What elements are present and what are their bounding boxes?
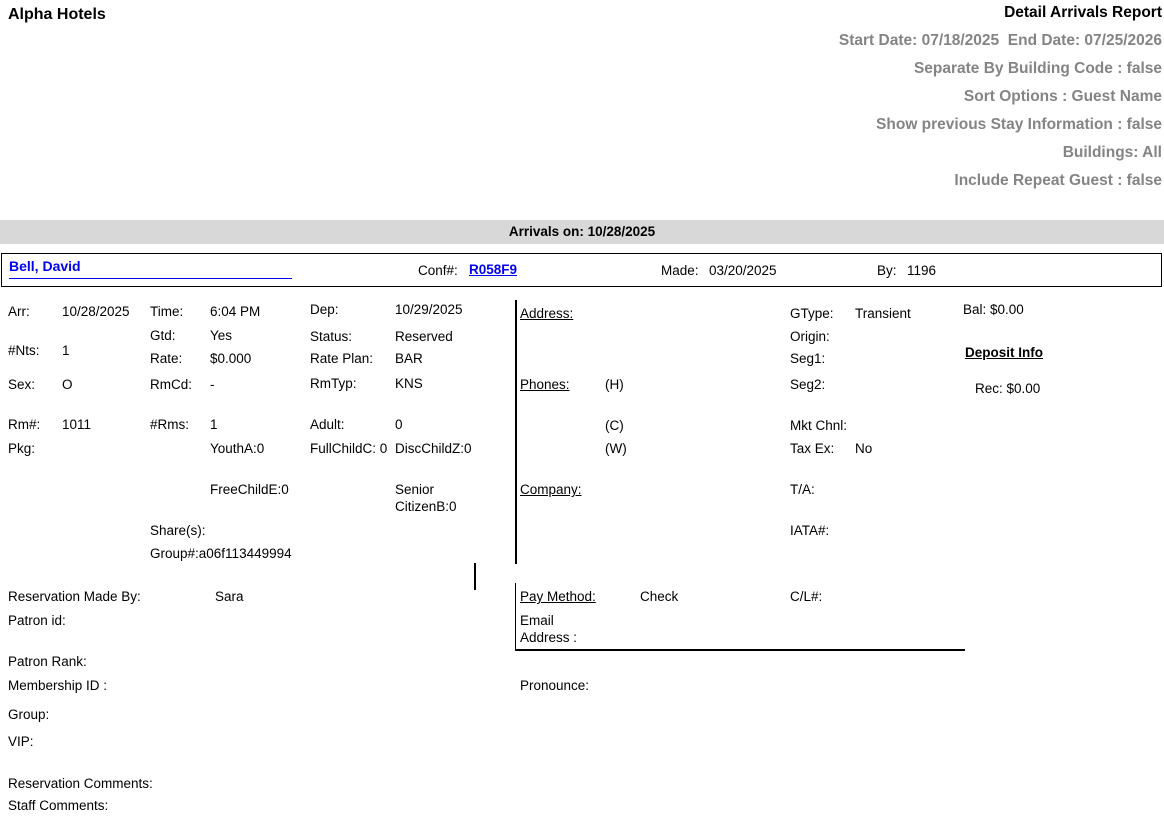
status-label: Status: (310, 329, 353, 344)
tax-ex-value: No (855, 441, 873, 456)
email-address-label: Email Address : (520, 613, 578, 645)
ta-label: T/A: (790, 482, 815, 497)
rmtyp-value: KNS (395, 376, 423, 391)
by-value: 1196 (907, 263, 937, 278)
arrivals-date-band: Arrivals on: 10/28/2025 (0, 220, 1164, 244)
rmtyp-label: RmTyp: (310, 376, 357, 391)
rate-value: $0.000 (210, 351, 252, 366)
balance-line: Bal: $0.00 (963, 301, 1024, 318)
mkt-chnl-label: Mkt Chnl: (790, 418, 848, 433)
guest-header-row: Bell, David Conf#: R058F9 Made: 03/20/20… (1, 253, 1162, 287)
hotel-name: Alpha Hotels (8, 6, 106, 23)
free-child-count: FreeChildE:0 (210, 482, 289, 497)
pronounce-label: Pronounce: (520, 678, 590, 693)
rooms-label: #Rms: (150, 417, 190, 432)
rate-plan-value: BAR (395, 351, 423, 366)
param-buildings: Buildings: All (1062, 144, 1162, 161)
param-date-range: Start Date: 07/18/2025 End Date: 07/25/2… (838, 32, 1162, 49)
sex-label: Sex: (8, 377, 36, 392)
room-number-value: 1011 (62, 417, 92, 432)
shares-label: Share(s): (150, 523, 206, 538)
dep-value: 10/29/2025 (395, 302, 463, 317)
guest-name-link[interactable]: Bell, David (9, 258, 292, 279)
report-title: Detail Arrivals Report (1004, 4, 1162, 21)
group-number: Group#:a06f113449994 (150, 546, 292, 561)
conf-number-link[interactable]: R058F9 (469, 262, 518, 277)
address-label: Address: (520, 306, 574, 321)
group-label: Group: (8, 707, 50, 722)
param-sort-options: Sort Options : Guest Name (963, 88, 1162, 105)
phone-cell-label: (C) (605, 418, 624, 433)
membership-id-label: Membership ID : (8, 678, 108, 693)
nights-value: 1 (62, 343, 70, 358)
tax-ex-label: Tax Ex: (790, 441, 835, 456)
phone-home-label: (H) (605, 377, 624, 392)
param-show-previous-stay: Show previous Stay Information : false (876, 116, 1162, 133)
seg1-label: Seg1: (790, 351, 826, 366)
iata-label: IATA#: (790, 523, 830, 538)
rmcd-label: RmCd: (150, 377, 193, 392)
balance-value: $0.00 (990, 302, 1024, 317)
phones-label: Phones: (520, 377, 570, 392)
gtype-value: Transient (855, 306, 911, 321)
param-separate-by-building: Separate By Building Code : false (913, 60, 1162, 77)
seg2-label: Seg2: (790, 377, 826, 392)
made-label: Made: (661, 263, 699, 278)
sex-value: O (62, 377, 73, 392)
gtd-label: Gtd: (150, 328, 176, 343)
report-parameters: Start Date: 07/18/2025 End Date: 07/25/2… (839, 27, 1162, 195)
phone-work-label: (W) (605, 441, 627, 456)
deposit-info-link[interactable]: Deposit Info (965, 345, 1043, 360)
param-include-repeat-guest: Include Repeat Guest : false (954, 172, 1162, 189)
column-divider-line (515, 300, 517, 564)
gtype-label: GType: (790, 306, 834, 321)
company-label: Company: (520, 482, 582, 497)
received-value: $0.00 (1006, 381, 1041, 396)
pay-method-value: Check (640, 589, 679, 604)
rooms-value: 1 (210, 417, 218, 432)
by-label: By: (877, 263, 897, 278)
cl-number-label: C/L#: (790, 589, 823, 604)
room-number-label: Rm#: (8, 417, 41, 432)
adult-value: 0 (395, 417, 403, 432)
youth-count: YouthA:0 (210, 441, 265, 456)
dep-label: Dep: (310, 302, 339, 317)
full-child-count: FullChildC: 0 (310, 441, 388, 456)
reservation-comments-label: Reservation Comments: (8, 776, 153, 791)
made-value: 03/20/2025 (709, 263, 777, 278)
time-value: 6:04 PM (210, 304, 261, 319)
senior-citizen-count: Senior CitizenB:0 (395, 482, 457, 514)
received-label: Rec: (975, 381, 1003, 396)
vip-label: VIP: (8, 734, 34, 749)
rate-label: Rate: (150, 351, 183, 366)
origin-label: Origin: (790, 329, 830, 344)
rmcd-value: - (210, 377, 215, 392)
arr-label: Arr: (8, 304, 30, 319)
rate-plan-label: Rate Plan: (310, 351, 374, 366)
patron-id-label: Patron id: (8, 613, 66, 628)
received-line: Rec: $0.00 (975, 380, 1040, 397)
disc-child-count: DiscChildZ:0 (395, 441, 472, 456)
balance-label: Bal: (963, 302, 987, 317)
pay-method-box (515, 583, 965, 651)
divider-stub-line (474, 563, 476, 590)
pkg-label: Pkg: (8, 441, 36, 456)
arr-value: 10/28/2025 (62, 304, 130, 319)
made-by-value: Sara (215, 589, 244, 604)
gtd-value: Yes (210, 328, 233, 343)
nights-label: #Nts: (8, 343, 40, 358)
made-by-label: Reservation Made By: (8, 589, 141, 604)
conf-label: Conf#: (418, 263, 458, 278)
time-label: Time: (150, 304, 184, 319)
adult-label: Adult: (310, 417, 345, 432)
staff-comments-label: Staff Comments: (8, 798, 109, 813)
pay-method-label: Pay Method: (520, 589, 596, 604)
patron-rank-label: Patron Rank: (8, 654, 87, 669)
status-value: Reserved (395, 329, 453, 344)
